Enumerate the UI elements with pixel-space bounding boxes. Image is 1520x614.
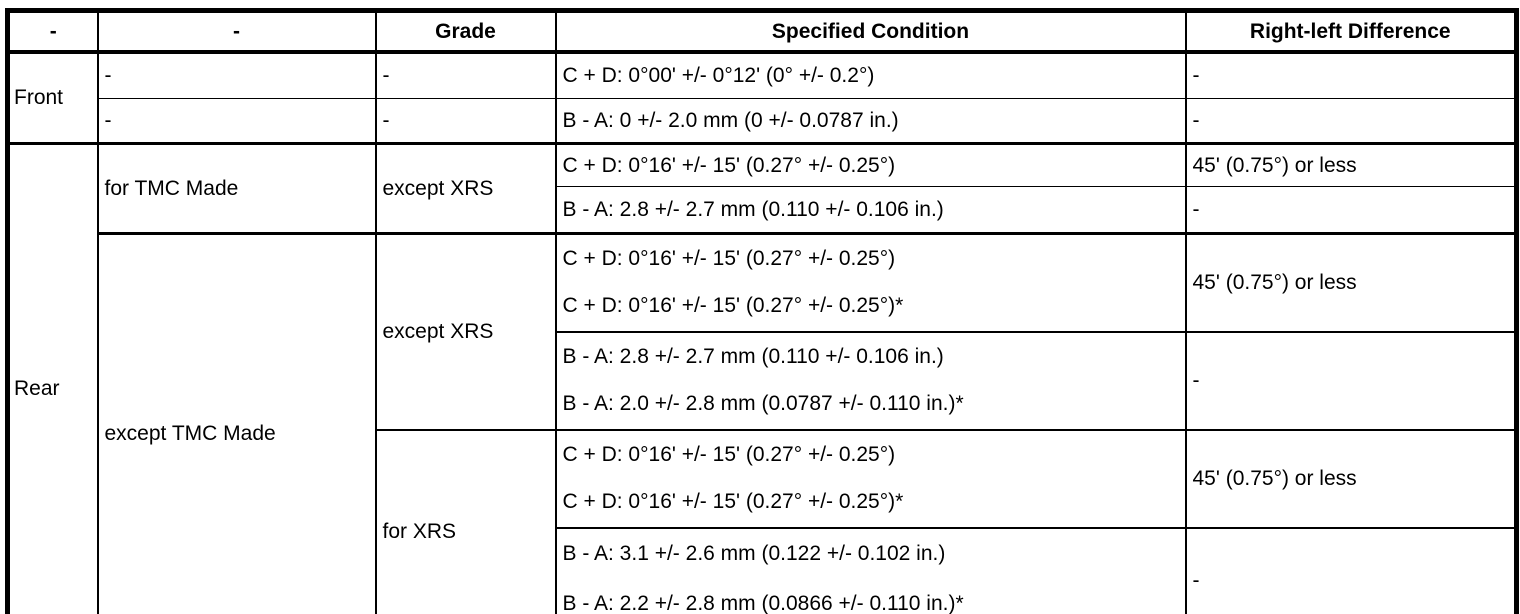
condition-line: B - A: 2.2 +/- 2.8 mm (0.0866 +/- 0.110 … — [562, 592, 964, 614]
condition-line: B - A: 2.8 +/- 2.7 mm (0.110 +/- 0.106 i… — [562, 344, 944, 368]
condition-cell: B - A: 0 +/- 2.0 mm (0 +/- 0.0787 in.) — [554, 98, 1187, 145]
table-row: Rear for TMC Made except XRS C + D: 0°16… — [6, 142, 1518, 614]
difference-cell: - — [1184, 331, 1518, 431]
header-grade: Grade — [374, 9, 557, 54]
table-row: B - A: 2.8 +/- 2.7 mm (0.110 +/- 0.106 i… — [8, 331, 1518, 431]
condition-cell: C + D: 0°16' +/- 15' (0.27° +/- 0.25°) C… — [554, 232, 1187, 333]
axle-cell-front: Front — [6, 51, 99, 144]
header-specified-condition: Specified Condition — [554, 9, 1187, 54]
condition-line: C + D: 0°16' +/- 15' (0.27° +/- 0.25°) — [562, 442, 896, 466]
table-row: B - A: 3.1 +/- 2.6 mm (0.122 +/- 0.102 i… — [8, 527, 1518, 614]
grade-cell: - — [374, 51, 557, 99]
table-row: for XRS C + D: 0°16' +/- 15' (0.27° +/- … — [8, 429, 1518, 614]
grade-cell-except-xrs: except XRS — [374, 142, 557, 234]
condition-line: C + D: 0°16' +/- 15' (0.27° +/- 0.25°) — [562, 246, 896, 270]
header-dash-axle: - — [6, 9, 99, 54]
grade-cell-except-xrs: except XRS — [374, 232, 557, 431]
condition-line: C + D: 0°16' +/- 15' (0.27° +/- 0.25°)* — [562, 293, 904, 317]
table-row: Front - - C + D: 0°00' +/- 0°12' (0° +/-… — [6, 51, 1518, 144]
header-dash-variant: - — [96, 9, 377, 54]
grade-cell-for-xrs: for XRS — [374, 429, 557, 614]
variant-cell: - — [96, 98, 377, 145]
condition-cell: B - A: 2.8 +/- 2.7 mm (0.110 +/- 0.106 i… — [554, 186, 1187, 235]
header-right-left-difference: Right-left Difference — [1184, 9, 1518, 54]
grade-cell: - — [374, 98, 557, 145]
difference-cell: - — [1184, 51, 1518, 99]
condition-cell: C + D: 0°16' +/- 15' (0.27° +/- 0.25°) C… — [554, 429, 1187, 529]
condition-cell: B - A: 2.8 +/- 2.7 mm (0.110 +/- 0.106 i… — [554, 331, 1187, 431]
condition-cell: C + D: 0°16' +/- 15' (0.27° +/- 0.25°) — [554, 142, 1187, 187]
table-row: B - A: 2.8 +/- 2.7 mm (0.110 +/- 0.106 i… — [8, 186, 1518, 235]
condition-line: B - A: 3.1 +/- 2.6 mm (0.122 +/- 0.102 i… — [562, 542, 946, 566]
variant-cell: - — [96, 51, 377, 99]
axle-cell-rear: Rear — [6, 142, 99, 614]
difference-cell: 45' (0.75°) or less — [1184, 142, 1518, 187]
condition-line: C + D: 0°16' +/- 15' (0.27° +/- 0.25°)* — [562, 489, 904, 513]
condition-cell: B - A: 3.1 +/- 2.6 mm (0.122 +/- 0.102 i… — [554, 527, 1187, 614]
condition-line: B - A: 2.0 +/- 2.8 mm (0.0787 +/- 0.110 … — [562, 391, 964, 415]
difference-cell: - — [1184, 527, 1518, 614]
variant-cell-except-tmc-made: except TMC Made — [96, 232, 377, 614]
variant-cell-tmc-made: for TMC Made — [96, 142, 377, 234]
difference-cell: 45' (0.75°) or less — [1184, 232, 1518, 333]
difference-cell: - — [1184, 98, 1518, 145]
table-row: except TMC Made except XRS C + D: 0°16' … — [8, 232, 1518, 614]
difference-cell: 45' (0.75°) or less — [1184, 429, 1518, 529]
alignment-specification-table: - - Grade Specified Condition Right-left… — [5, 8, 1519, 614]
condition-cell: C + D: 0°00' +/- 0°12' (0° +/- 0.2°) — [554, 51, 1187, 99]
header-row: - - Grade Specified Condition Right-left… — [6, 9, 1518, 54]
table-row: - - B - A: 0 +/- 2.0 mm (0 +/- 0.0787 in… — [8, 98, 1518, 145]
difference-cell: - — [1184, 186, 1518, 235]
